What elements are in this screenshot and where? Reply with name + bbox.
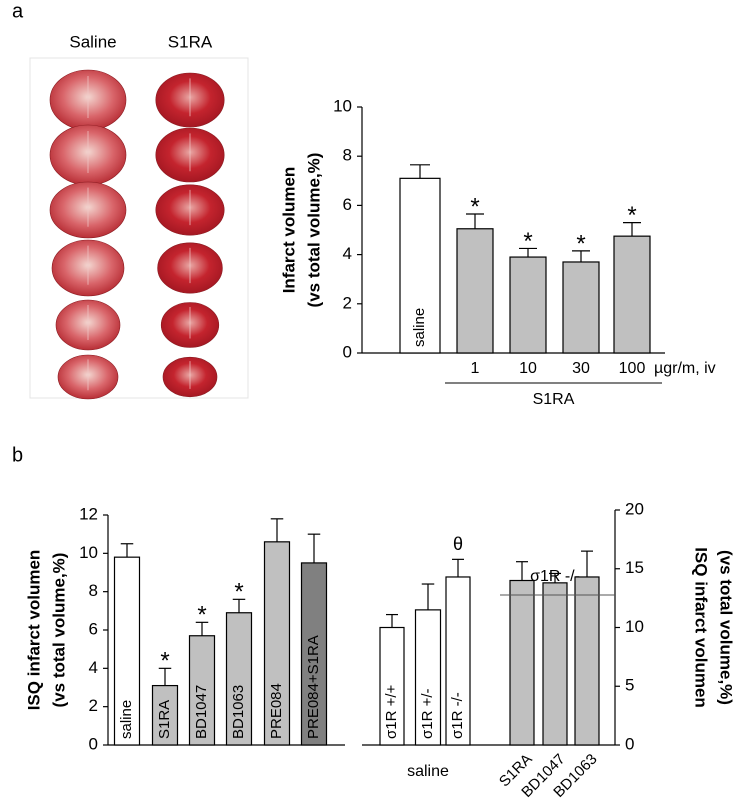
y-tick-label: 2 bbox=[89, 696, 98, 715]
brain-slices bbox=[49, 69, 225, 400]
x-tick-label: 1 bbox=[471, 360, 480, 377]
y-axis-label: (vs total volume,%) bbox=[717, 550, 736, 705]
x-tick-label: 10 bbox=[519, 360, 537, 377]
y-tick-label: 10 bbox=[333, 96, 352, 115]
y-tick-label: 4 bbox=[343, 244, 352, 263]
y-tick-label: 10 bbox=[625, 617, 644, 636]
y-axis-label: ISQ infarct volumen bbox=[692, 547, 711, 708]
bar-label: saline bbox=[411, 308, 428, 347]
significance-marker: * bbox=[197, 602, 206, 629]
image-frame bbox=[29, 57, 249, 399]
group-label: σ1R -/- bbox=[530, 568, 580, 585]
y-axis-label: Infarct volumen bbox=[279, 167, 298, 294]
bar bbox=[225, 612, 253, 746]
bar bbox=[574, 576, 600, 746]
y-tick-label: 15 bbox=[625, 558, 644, 577]
bar bbox=[613, 235, 651, 354]
significance-marker: θ bbox=[453, 534, 463, 554]
panel-label: b bbox=[12, 444, 23, 466]
bar bbox=[509, 579, 535, 746]
bar-label: σ1R -/- bbox=[449, 692, 466, 739]
bar bbox=[379, 626, 405, 746]
bar bbox=[263, 541, 291, 746]
y-tick-label: 0 bbox=[625, 734, 634, 753]
y-tick-label: 4 bbox=[89, 658, 98, 677]
bar bbox=[399, 177, 441, 354]
y-tick-label: 0 bbox=[343, 342, 352, 361]
bar bbox=[456, 228, 494, 354]
y-axis-label: ISQ infarct volumen bbox=[24, 550, 43, 711]
bar-label: σ1R +/+ bbox=[383, 684, 400, 739]
bar bbox=[542, 582, 568, 746]
significance-marker: * bbox=[523, 228, 532, 255]
y-tick-label: 20 bbox=[625, 499, 644, 518]
significance-marker: * bbox=[576, 230, 585, 257]
y-tick-label: 8 bbox=[343, 146, 352, 165]
bar-label: BD1063 bbox=[230, 685, 247, 739]
bar bbox=[509, 256, 547, 354]
x-unit: µgr/m, iv bbox=[654, 360, 716, 377]
bar bbox=[113, 556, 141, 746]
significance-marker: * bbox=[470, 193, 479, 220]
significance-marker: * bbox=[234, 579, 243, 606]
bar-label: saline bbox=[118, 700, 135, 739]
bar-label: σ1R +/- bbox=[419, 688, 436, 739]
bar bbox=[445, 576, 471, 746]
bar bbox=[414, 609, 442, 746]
x-tick-label: 100 bbox=[619, 360, 646, 377]
bar-label: PRE084 bbox=[268, 683, 285, 739]
y-axis-label: (vs total volume,%) bbox=[304, 153, 323, 308]
y-tick-label: 2 bbox=[343, 293, 352, 312]
group-label: saline bbox=[407, 763, 449, 780]
y-tick-label: 12 bbox=[79, 504, 98, 523]
significance-marker: * bbox=[627, 202, 636, 229]
y-tick-label: 0 bbox=[89, 734, 98, 753]
y-tick-label: 6 bbox=[89, 619, 98, 638]
image-label: Saline bbox=[69, 32, 116, 51]
image-label: S1RA bbox=[168, 32, 213, 51]
significance-marker: * bbox=[160, 648, 169, 675]
bar bbox=[300, 562, 328, 746]
x-tick-label: 30 bbox=[572, 360, 590, 377]
y-tick-label: 8 bbox=[89, 581, 98, 600]
y-axis-label: (vs total volume,%) bbox=[49, 553, 68, 708]
bar bbox=[562, 261, 600, 354]
bar bbox=[188, 635, 216, 746]
y-tick-label: 6 bbox=[343, 195, 352, 214]
y-tick-label: 5 bbox=[625, 676, 634, 695]
bar-label: PRE084+S1RA bbox=[305, 635, 322, 739]
bar bbox=[151, 684, 179, 746]
group-label: S1RA bbox=[533, 391, 575, 408]
bar-label: BD1047 bbox=[193, 685, 210, 739]
bar-label: S1RA bbox=[156, 700, 173, 739]
panel-label: a bbox=[12, 0, 24, 22]
y-tick-label: 10 bbox=[79, 543, 98, 562]
